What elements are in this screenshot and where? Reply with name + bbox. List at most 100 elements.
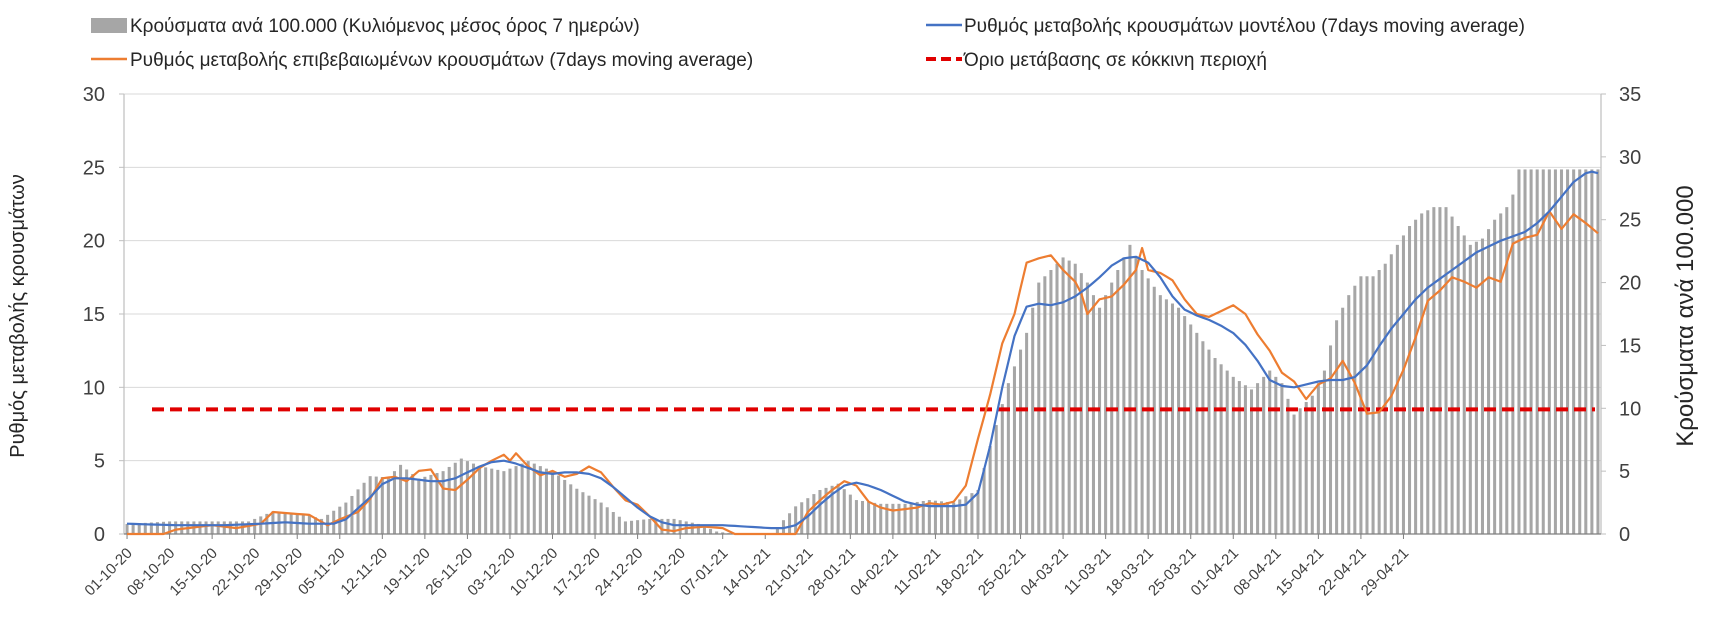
bar — [1061, 257, 1065, 534]
bar — [1572, 169, 1576, 534]
legend-label-model: Ρυθμός μεταβολής κρουσμάτων μοντέλου (7d… — [964, 16, 1525, 37]
bar — [1116, 270, 1120, 534]
bar — [1414, 219, 1418, 534]
bar — [709, 528, 713, 534]
bar — [1195, 332, 1199, 534]
bar — [1523, 169, 1527, 534]
bar — [1304, 402, 1308, 534]
bar — [611, 512, 615, 534]
bar — [721, 532, 725, 534]
bar — [569, 484, 573, 534]
bar — [417, 478, 421, 534]
bar — [976, 490, 980, 534]
bar — [320, 518, 324, 534]
bar — [313, 517, 317, 534]
bar — [1529, 169, 1533, 534]
bar — [891, 503, 895, 534]
bar — [1566, 169, 1570, 534]
bar — [1329, 345, 1333, 534]
bar — [988, 446, 992, 534]
bar — [1596, 169, 1600, 534]
bar — [1170, 303, 1175, 534]
bar — [1067, 260, 1071, 534]
bar — [794, 506, 798, 534]
bar — [836, 483, 840, 534]
bar — [1347, 295, 1351, 534]
bar — [982, 468, 986, 534]
bar — [648, 518, 652, 534]
bar — [247, 521, 251, 534]
bar — [1158, 295, 1162, 534]
y-tick-label-right: 5 — [1619, 461, 1630, 483]
bar — [411, 474, 415, 534]
bar — [927, 500, 931, 534]
bar — [581, 492, 585, 534]
bar — [1298, 408, 1302, 534]
bar — [435, 473, 439, 534]
bar — [1201, 341, 1205, 534]
bar — [818, 490, 822, 534]
bar — [453, 462, 457, 534]
bar — [161, 521, 166, 534]
bar — [131, 523, 135, 534]
y-tick-label-right: 15 — [1619, 335, 1641, 357]
bar — [970, 493, 974, 534]
bar — [1511, 194, 1515, 535]
bar — [1474, 241, 1478, 534]
bar — [636, 520, 640, 534]
bar — [1031, 307, 1035, 534]
bar — [216, 521, 220, 534]
bar — [1408, 226, 1412, 534]
bar — [526, 461, 530, 534]
bar — [1134, 257, 1138, 534]
bar — [964, 496, 968, 534]
bar — [1584, 169, 1588, 534]
bar — [1487, 229, 1491, 534]
bar — [903, 503, 907, 534]
bar — [909, 502, 913, 534]
bar — [1578, 169, 1582, 534]
bar — [1322, 370, 1326, 534]
bar — [1243, 385, 1247, 534]
bar — [368, 476, 372, 534]
bar — [1104, 295, 1108, 534]
bar — [174, 521, 178, 534]
bar — [1079, 273, 1083, 534]
bar — [915, 501, 919, 534]
bar — [1122, 257, 1126, 534]
bar — [952, 502, 956, 534]
bar — [550, 471, 555, 534]
bar — [259, 516, 263, 534]
bar — [994, 425, 998, 534]
bar — [873, 502, 877, 534]
bar — [1128, 244, 1132, 534]
bar — [484, 467, 488, 534]
bar — [471, 463, 476, 534]
legend: Κρούσματα ανά 100.000 (Κυλιόμενος μέσος … — [91, 16, 1525, 71]
legend-item-model: Ρυθμός μεταβολής κρουσμάτων μοντέλου (7d… — [926, 16, 1525, 37]
bar — [1274, 376, 1278, 534]
bar — [137, 523, 141, 534]
legend-item-bars: Κρούσματα ανά 100.000 (Κυλιόμενος μέσος … — [91, 16, 640, 37]
y-tick-label-right: 25 — [1619, 210, 1641, 232]
legend-label-threshold: Όριο μετάβασης σε κόκκινη περιοχή — [963, 50, 1267, 71]
bar — [1462, 235, 1466, 534]
bar — [557, 475, 561, 534]
bar — [1341, 307, 1345, 534]
bar — [1456, 226, 1460, 534]
bar — [429, 474, 433, 534]
bar — [520, 463, 524, 534]
bar — [1535, 169, 1539, 534]
bar — [1553, 169, 1557, 534]
legend-swatch-bars — [91, 18, 127, 33]
bar — [1395, 244, 1399, 534]
lines-series — [126, 170, 1599, 536]
bar — [642, 519, 646, 534]
bar — [1152, 286, 1156, 534]
bar — [672, 518, 676, 534]
y-tick-label-left: 30 — [83, 84, 105, 106]
bar — [441, 471, 445, 534]
bar — [1365, 276, 1369, 534]
